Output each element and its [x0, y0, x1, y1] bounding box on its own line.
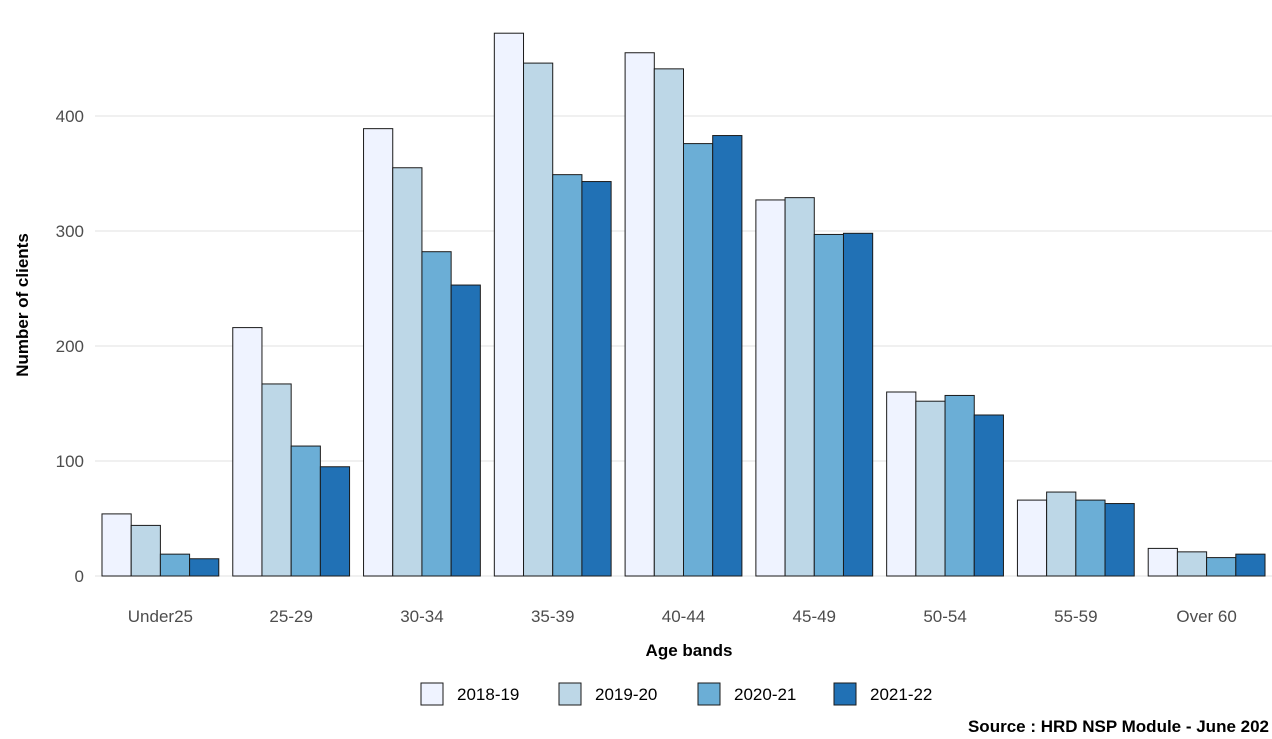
y-tick-label: 200 — [56, 337, 84, 356]
legend: 2018-19 2019-20 2020-21 2021-22 — [420, 682, 932, 706]
bar-2019-20-30-34 — [392, 167, 423, 577]
bar-2019-20-55-59 — [1046, 491, 1077, 577]
bar-2018-19-Under25 — [101, 513, 132, 577]
bar-2021-22-30-34 — [450, 284, 481, 577]
bar-2020-21-50-54 — [944, 394, 975, 577]
bar-2020-21-45-49 — [813, 233, 844, 577]
y-tick-label: 300 — [56, 222, 84, 241]
legend-label: 2020-21 — [734, 685, 796, 704]
bars — [101, 32, 1266, 577]
y-axis-title: Number of clients — [13, 233, 32, 377]
x-tick-label: 55-59 — [1054, 607, 1097, 626]
x-tick-label: 30-34 — [400, 607, 443, 626]
bar-2021-22-40-44 — [712, 135, 743, 577]
bar-2020-21-25-29 — [290, 445, 321, 577]
bar-2019-20-Over 60 — [1176, 551, 1208, 577]
bar-2019-20-25-29 — [261, 383, 292, 577]
legend-label: 2018-19 — [457, 685, 519, 704]
x-tick-label: 40-44 — [662, 607, 705, 626]
bar-2021-22-Over 60 — [1235, 553, 1266, 577]
bar-2018-19-30-34 — [363, 128, 394, 577]
source-caption: Source : HRD NSP Module - June 202 — [968, 717, 1269, 736]
legend-label: 2021-22 — [870, 685, 932, 704]
bar-2019-20-40-44 — [653, 68, 684, 577]
legend-swatch-2020-21 — [697, 682, 721, 706]
bar-2021-22-55-59 — [1104, 503, 1135, 577]
x-tick-label: Under25 — [128, 607, 193, 626]
bar-2021-22-35-39 — [581, 181, 612, 577]
bar-2018-19-45-49 — [755, 199, 786, 577]
y-tick-label: 0 — [75, 567, 84, 586]
x-tick-label: 25-29 — [269, 607, 312, 626]
bar-2021-22-45-49 — [842, 232, 874, 577]
bar-2018-19-55-59 — [1016, 499, 1048, 577]
bar-2021-22-50-54 — [973, 414, 1004, 577]
legend-swatch-2021-22 — [833, 682, 857, 706]
bar-2019-20-45-49 — [784, 197, 815, 577]
bar-2018-19-Over 60 — [1147, 547, 1178, 577]
bar-2018-19-35-39 — [493, 32, 525, 577]
bar-2019-20-Under25 — [130, 524, 161, 577]
x-tick-label: 50-54 — [923, 607, 966, 626]
bar-2021-22-Under25 — [189, 558, 220, 577]
bar-2021-22-25-29 — [319, 466, 351, 577]
x-axis-title: Age bands — [646, 641, 733, 660]
x-tick-label: 35-39 — [531, 607, 574, 626]
bar-2018-19-50-54 — [886, 391, 917, 577]
bar-2019-20-35-39 — [523, 62, 554, 577]
bar-2018-19-40-44 — [624, 52, 655, 577]
bar-2020-21-Under25 — [159, 553, 191, 577]
x-axis-ticks: Under25 25-29 30-34 35-39 40-44 45-49 50-54 55-… — [128, 607, 1237, 626]
y-tick-label: 400 — [56, 107, 84, 126]
bar-2020-21-40-44 — [683, 143, 714, 577]
bar-2018-19-25-29 — [232, 327, 263, 577]
x-tick-label: 45-49 — [793, 607, 836, 626]
legend-label: 2019-20 — [595, 685, 657, 704]
bar-2020-21-35-39 — [552, 174, 583, 577]
legend-swatch-2018-19 — [420, 682, 444, 706]
y-tick-label: 100 — [56, 452, 84, 471]
y-axis-ticks: 0 100 200 300 400 — [56, 107, 84, 586]
x-tick-label: Over 60 — [1176, 607, 1236, 626]
legend-swatch-2019-20 — [558, 682, 582, 706]
bar-2020-21-55-59 — [1075, 499, 1106, 577]
bar-2020-21-30-34 — [421, 251, 452, 577]
bar-2020-21-Over 60 — [1206, 557, 1237, 577]
bar-2019-20-50-54 — [915, 400, 946, 577]
